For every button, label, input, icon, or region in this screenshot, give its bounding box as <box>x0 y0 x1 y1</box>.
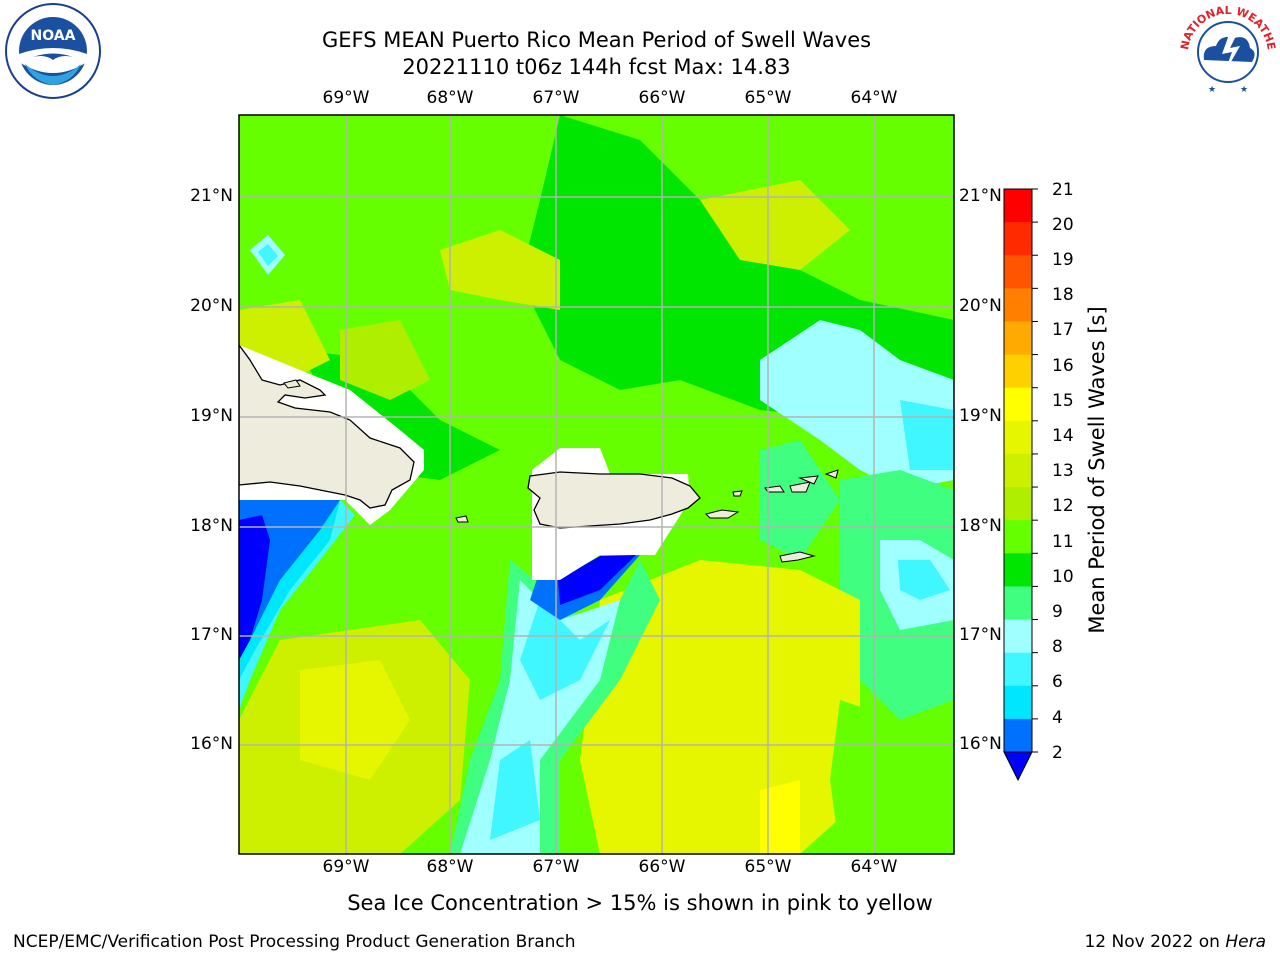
lon-label-bottom: 68°W <box>426 857 474 877</box>
colorbar-tick: 6 <box>1052 672 1063 692</box>
colorbar-under-arrow <box>1003 751 1033 782</box>
colorbar-segment <box>1004 255 1032 289</box>
lat-label-left: 17°N <box>190 625 233 645</box>
colorbar-segment <box>1004 453 1032 488</box>
colorbar-tick: 21 <box>1052 180 1074 200</box>
lon-label-bottom: 64°W <box>850 857 898 877</box>
colorbar-segment <box>1004 288 1032 322</box>
lat-label-left: 16°N <box>190 734 233 754</box>
lon-label-top: 66°W <box>638 88 686 108</box>
colorbar-tick: 14 <box>1052 426 1074 446</box>
lon-label-bottom: 69°W <box>322 857 370 877</box>
colorbar-tick: 18 <box>1052 285 1074 305</box>
colorbar-tick: 12 <box>1052 496 1074 516</box>
svg-text:NOAA: NOAA <box>31 28 76 44</box>
colorbar-tick: 4 <box>1052 708 1063 728</box>
map-frame <box>238 114 955 855</box>
colorbar-tick: 17 <box>1052 320 1074 340</box>
colorbar-tick: 16 <box>1052 356 1074 376</box>
colorbar-tick: 11 <box>1052 532 1074 552</box>
colorbar-segment <box>1004 387 1032 422</box>
land-hispaniola <box>239 343 415 509</box>
colorbar-segment <box>1004 586 1032 621</box>
colorbar <box>1003 188 1038 782</box>
colorbar-segment <box>1004 685 1032 720</box>
colorbar-tick: 8 <box>1052 637 1063 657</box>
lat-label-left: 19°N <box>190 406 233 426</box>
lat-label-right: 20°N <box>959 296 1002 316</box>
lon-label-bottom: 67°W <box>532 857 580 877</box>
lon-label-top: 67°W <box>532 88 580 108</box>
colorbar-tick: 19 <box>1052 250 1074 270</box>
colorbar-frame <box>1003 188 1033 753</box>
colorbar-tick: 9 <box>1052 602 1063 622</box>
colorbar-tick: 13 <box>1052 461 1074 481</box>
colorbar-tick: 2 <box>1052 743 1063 763</box>
svg-text:★: ★ <box>1208 85 1216 95</box>
footer-credit: NCEP/EMC/Verification Post Processing Pr… <box>13 932 576 952</box>
lat-label-right: 19°N <box>959 406 1002 426</box>
colorbar-segment <box>1004 189 1032 223</box>
colorbar-segment <box>1004 652 1032 687</box>
noaa-logo: NOAA <box>3 2 103 100</box>
lat-label-right: 21°N <box>959 186 1002 206</box>
colorbar-tick: 20 <box>1052 215 1074 235</box>
colorbar-tick: 15 <box>1052 391 1074 411</box>
lat-label-right: 17°N <box>959 625 1002 645</box>
svg-text:★: ★ <box>1240 85 1248 95</box>
colorbar-segment <box>1004 321 1032 356</box>
colorbar-segment <box>1004 354 1032 389</box>
nws-logo: NATIONAL WEATHER SERVICE ★ ★ <box>1174 0 1278 100</box>
footer-machine: Hera <box>1225 932 1266 952</box>
land-puerto-rico <box>527 471 701 529</box>
colorbar-segment <box>1004 420 1032 455</box>
colorbar-segment <box>1004 520 1032 554</box>
colorbar-tick: 10 <box>1052 567 1074 587</box>
lon-label-bottom: 65°W <box>744 857 792 877</box>
lat-lon-grid <box>239 115 954 854</box>
colorbar-segment <box>1004 718 1032 753</box>
chart-title-line1: GEFS MEAN Puerto Rico Mean Period of Swe… <box>321 28 872 52</box>
footer-date-text: 12 Nov 2022 on <box>1084 932 1226 952</box>
colorbar-segment <box>1004 222 1032 256</box>
lon-label-top: 68°W <box>426 88 474 108</box>
lat-label-left: 18°N <box>190 516 233 536</box>
lat-label-left: 21°N <box>190 186 233 206</box>
lat-label-right: 18°N <box>959 516 1002 536</box>
lon-label-bottom: 66°W <box>638 857 686 877</box>
footer-date: 12 Nov 2022 on Hera <box>1084 932 1266 952</box>
colorbar-segment <box>1004 487 1032 521</box>
lon-label-top: 65°W <box>744 88 792 108</box>
lon-label-top: 64°W <box>850 88 898 108</box>
colorbar-segment <box>1004 619 1032 654</box>
sea-ice-note: Sea Ice Concentration > 15% is shown in … <box>347 891 933 915</box>
chart-title-line2: 20221110 t06z 144h fcst Max: 14.83 <box>402 55 791 79</box>
lon-label-top: 69°W <box>322 88 370 108</box>
lat-label-left: 20°N <box>190 296 233 316</box>
colorbar-label: Mean Period of Swell Waves [s] <box>1085 306 1109 634</box>
colorbar-segment <box>1004 553 1032 587</box>
lat-label-right: 16°N <box>959 734 1002 754</box>
